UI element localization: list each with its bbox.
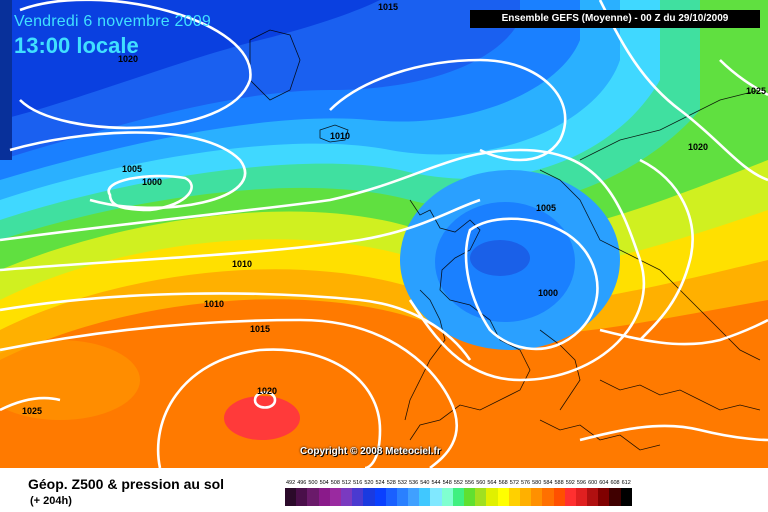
- scale-swatch: [531, 488, 543, 506]
- scale-label: 508: [330, 480, 340, 486]
- isobar-label: 1000: [538, 288, 558, 298]
- scale-swatch: [408, 488, 420, 506]
- scale-label: 572: [509, 480, 519, 486]
- scale-label: 524: [375, 480, 385, 486]
- scale-label: 504: [319, 480, 329, 486]
- scale-label: 556: [465, 480, 475, 486]
- scale-label: 604: [599, 480, 609, 486]
- scale-label: 552: [453, 480, 463, 486]
- isobar-label: 1005: [122, 164, 142, 174]
- scale-swatch: [564, 488, 576, 506]
- scale-label: 600: [588, 480, 598, 486]
- scale-swatch: [464, 488, 476, 506]
- scale-swatch: [620, 488, 632, 506]
- scale-swatch: [553, 488, 565, 506]
- scale-label: 576: [520, 480, 531, 486]
- scale-label: 584: [543, 480, 553, 486]
- scale-swatch: [374, 488, 386, 506]
- isobar-label: 1020: [688, 142, 708, 152]
- scale-swatch: [419, 488, 431, 506]
- scale-swatch: [430, 488, 442, 506]
- legend-footer: Géop. Z500 & pression au sol (+ 204h) 49…: [0, 468, 768, 512]
- isobar-label: 1025: [746, 86, 766, 96]
- scale-label: 612: [621, 480, 631, 486]
- scale-swatch: [609, 488, 621, 506]
- scale-swatch: [519, 488, 532, 506]
- scale-label: 592: [565, 480, 575, 486]
- scale-label: 532: [397, 480, 408, 486]
- copyright-text: Copyright © 2008 Meteociel.fr: [300, 446, 441, 457]
- scale-label: 588: [554, 480, 564, 486]
- scale-label: 564: [487, 480, 497, 486]
- isobar-label: 1015: [250, 324, 270, 334]
- scale-swatch: [598, 488, 610, 506]
- scale-swatch: [329, 488, 341, 506]
- scale-label: 580: [532, 480, 542, 486]
- scale-label: 608: [610, 480, 620, 486]
- scale-swatch: [542, 488, 554, 506]
- scale-label: 516: [353, 480, 363, 486]
- scale-label: 496: [297, 480, 307, 486]
- isobar-label: 1020: [118, 54, 138, 64]
- isobar-label: 1010: [232, 259, 252, 269]
- forecast-time: 13:00 locale: [14, 33, 139, 58]
- isobar-label: 1005: [536, 203, 556, 213]
- scale-swatch: [285, 488, 297, 506]
- scale-label: 500: [308, 480, 318, 486]
- scale-label: 528: [386, 480, 396, 486]
- scale-swatch: [318, 488, 330, 506]
- isobar-label: 1020: [257, 386, 277, 396]
- scale-label: 492: [286, 480, 296, 486]
- scale-label: 544: [431, 480, 441, 486]
- legend-subtitle: (+ 204h): [30, 495, 72, 507]
- scale-label: 568: [498, 480, 508, 486]
- scale-swatch: [475, 488, 487, 506]
- scale-swatch: [340, 488, 353, 506]
- isobar-label: 1000: [142, 177, 162, 187]
- weather-map: 1015 1020 1005 1000 1010 1010 1005 1000 …: [0, 0, 768, 468]
- scale-swatch: [396, 488, 409, 506]
- forecast-date: Vendredi 6 novembre 2009: [14, 13, 211, 30]
- isobar-label: 1010: [204, 299, 224, 309]
- isobar-label: 1015: [378, 2, 398, 12]
- color-scale: 492 496 500 504 508 512 516 520 524 528 532 536 540 5…: [285, 480, 632, 506]
- scale-swatch: [296, 488, 308, 506]
- scale-label: 520: [364, 480, 374, 486]
- scale-label: 536: [409, 480, 419, 486]
- isobar-label: 1025: [22, 406, 42, 416]
- scale-swatch: [587, 488, 599, 506]
- legend-title: Géop. Z500 & pression au sol: [28, 476, 225, 492]
- color-scale-swatches: [285, 488, 632, 506]
- scale-label: 512: [341, 480, 352, 486]
- scale-label: 540: [420, 480, 430, 486]
- scale-swatch: [385, 488, 397, 506]
- scale-swatch: [508, 488, 520, 506]
- scale-label: 560: [476, 480, 486, 486]
- scale-swatch: [441, 488, 453, 506]
- scale-swatch: [575, 488, 588, 506]
- scale-swatch: [497, 488, 509, 506]
- scale-swatch: [486, 488, 498, 506]
- scale-swatch: [307, 488, 319, 506]
- scale-label: 596: [576, 480, 587, 486]
- scale-swatch: [452, 488, 464, 506]
- isobar-label: 1010: [330, 131, 350, 141]
- scale-swatch: [363, 488, 375, 506]
- model-run-info: Ensemble GEFS (Moyenne) - 00 Z du 29/10/…: [470, 10, 760, 28]
- color-scale-labels: 492 496 500 504 508 512 516 520 524 528 532 536 540 5…: [285, 480, 632, 486]
- scale-label: 548: [442, 480, 452, 486]
- scale-swatch: [352, 488, 364, 506]
